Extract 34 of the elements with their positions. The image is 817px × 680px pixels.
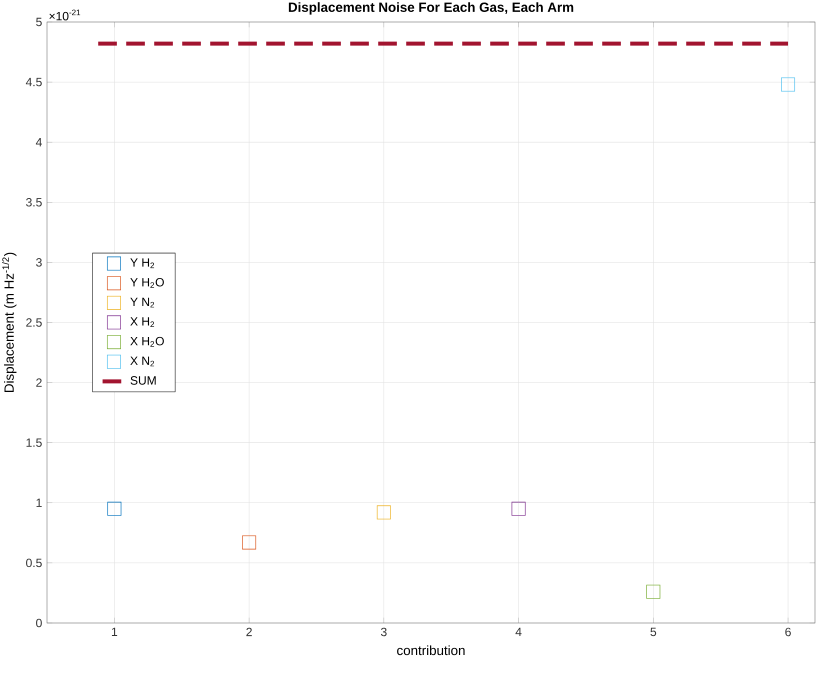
x-tick-label: 5 (650, 628, 656, 636)
x-tick-label: 2 (246, 628, 252, 636)
chart-title: Displacement Noise For Each Gas, Each Arm (288, 2, 574, 15)
x-tick-label: 4 (516, 628, 522, 636)
legend-label: Y H$_{2}$O (130, 278, 164, 288)
x-tick-label: 3 (380, 628, 387, 636)
legend-label: X N$_{2}$ (130, 356, 154, 366)
legend-label: X H$_{2}$ (130, 317, 154, 328)
legend-label: Y N$_{2}$ (130, 298, 154, 308)
y-tick-label: 1 (36, 498, 42, 507)
x-tick-label: 6 (785, 628, 791, 636)
point (376, 505, 391, 520)
y-tick-label: 3 (36, 258, 42, 267)
y-tick-label: 4.5 (26, 78, 42, 86)
y-tick-label: 1.5 (26, 438, 42, 447)
point (242, 535, 256, 550)
y-tick-label: 0.5 (26, 558, 42, 568)
text: ×10$^{-21}$ (49, 10, 80, 20)
x-tick-label: 1 (112, 628, 118, 636)
y-tick-label: 3.5 (26, 198, 42, 207)
y-tick-label: 4 (36, 138, 42, 146)
y-tick-label: 0 (36, 618, 42, 628)
y-tick-label: 2.5 (26, 318, 42, 327)
legend-label: Y H$_{2}$ (130, 258, 154, 268)
y-tick-label: 5 (36, 18, 42, 26)
legend-label: X H$_{2}$O (130, 336, 164, 347)
legend-label: SUM (130, 376, 156, 385)
y-tick-label: 2 (36, 378, 42, 387)
x-axis-title: contribution (397, 645, 465, 656)
point (646, 584, 660, 599)
y-axis-title: Displacement (m Hz$^{-1/2}$) (2, 252, 16, 392)
point (512, 502, 526, 516)
point (781, 77, 796, 92)
point (107, 502, 122, 516)
